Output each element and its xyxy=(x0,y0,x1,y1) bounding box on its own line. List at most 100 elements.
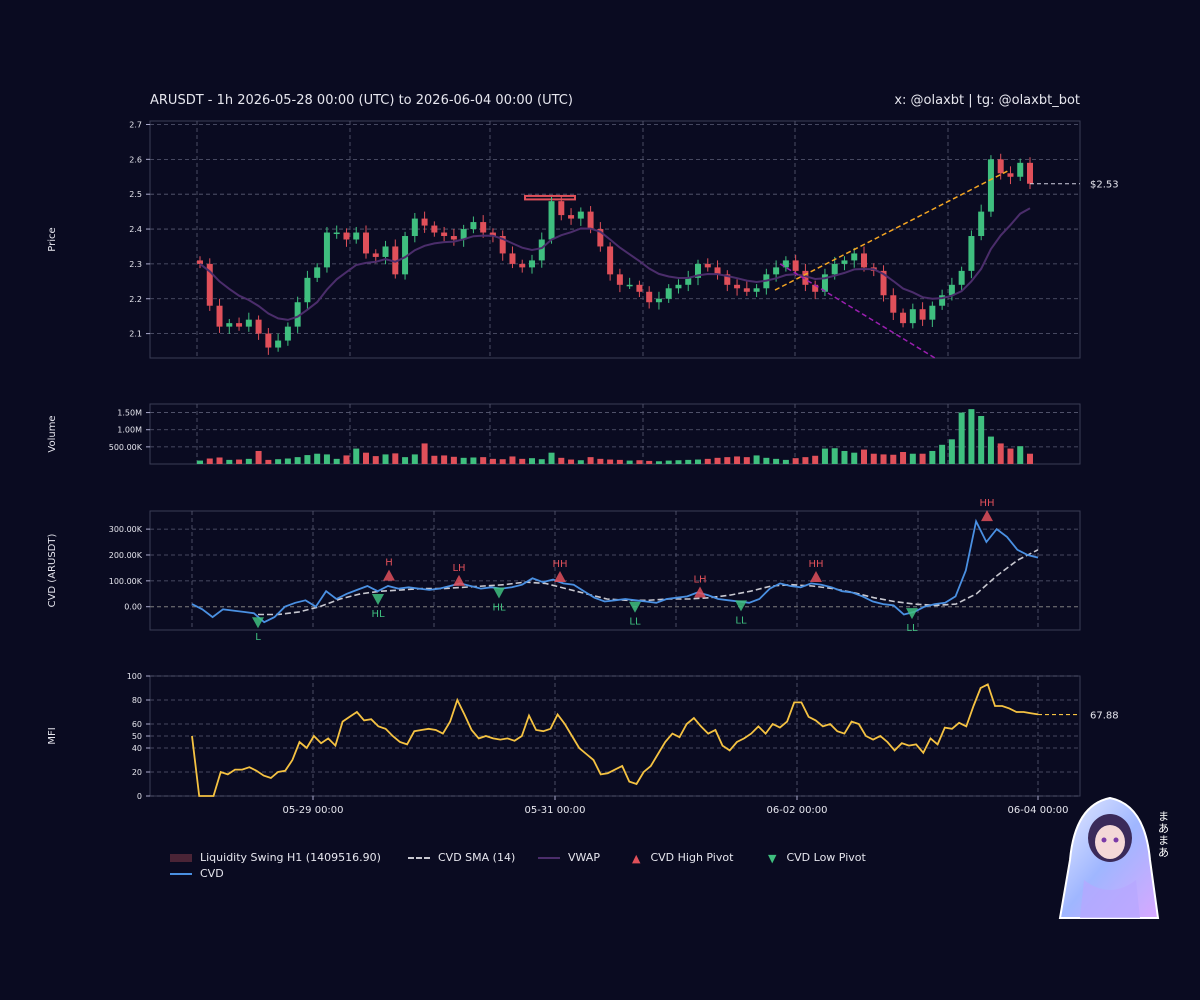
volume-bar xyxy=(792,458,799,464)
volume-bar xyxy=(587,457,594,464)
x-tick-label: 06-04 00:00 xyxy=(1007,805,1068,816)
mfi-ytick-label: 50 xyxy=(132,732,142,741)
candle-body xyxy=(460,229,467,240)
triangle-down-icon: ▼ xyxy=(768,851,777,865)
candle-body xyxy=(646,291,653,303)
legend-item-cvd-low: ▼ CVD Low Pivot xyxy=(768,851,866,865)
candle-body xyxy=(743,288,750,292)
mfi-last-label: 67.88 xyxy=(1090,711,1119,722)
volume-bar xyxy=(831,448,838,464)
candle-body xyxy=(470,222,477,230)
candle-body xyxy=(636,284,643,292)
cvd-sma-line xyxy=(258,549,1039,616)
volume-bar xyxy=(470,457,477,464)
mfi-panel: 0 20 40 50 60 80 100 MFI 67.88 xyxy=(47,672,1119,801)
liquidity-swatch xyxy=(170,854,192,862)
volume-bar xyxy=(421,443,428,464)
volume-bar xyxy=(314,453,321,464)
cvd-ytick-label: 0.00 xyxy=(124,603,142,612)
candle-body xyxy=(255,319,262,334)
candle-body xyxy=(782,260,789,268)
volume-bar xyxy=(216,457,223,464)
dashed-line-icon xyxy=(408,857,430,859)
volume-bar xyxy=(724,457,731,464)
mfi-axis-label: MFI xyxy=(47,727,58,744)
candle-body xyxy=(568,215,575,219)
pivot-label: HH xyxy=(808,559,823,570)
candle-body xyxy=(245,319,252,327)
candle-body xyxy=(529,260,535,268)
mfi-ytick-label: 0 xyxy=(137,792,142,801)
legend-label: CVD Low Pivot xyxy=(786,851,866,864)
legend-item-cvd-high: ▲ CVD High Pivot xyxy=(632,851,733,865)
candle-body xyxy=(548,201,555,240)
candle-body xyxy=(861,253,867,268)
price-ytick-label: 2.7 xyxy=(129,120,142,129)
candle-body xyxy=(616,274,623,285)
volume-bar xyxy=(968,409,975,464)
candle-body xyxy=(821,274,828,292)
volume-bar xyxy=(958,412,965,464)
volume-bar xyxy=(1017,446,1024,464)
price-ytick-label: 2.3 xyxy=(129,260,142,269)
candle-body xyxy=(890,295,897,313)
volume-bar xyxy=(206,458,213,464)
volume-bar xyxy=(1027,453,1033,464)
candle-body xyxy=(519,263,526,268)
candle-body xyxy=(753,288,760,292)
candle-body xyxy=(978,211,985,237)
price-ytick-label: 2.2 xyxy=(129,295,142,304)
candle-body xyxy=(333,232,340,235)
volume-bar xyxy=(597,458,604,464)
volume-bar xyxy=(382,454,389,464)
volume-bar xyxy=(480,457,487,464)
x-tick-label: 05-29 00:00 xyxy=(282,805,343,816)
candle-body xyxy=(382,246,389,257)
candle-body xyxy=(724,274,731,285)
candle-body xyxy=(450,236,457,240)
candle-body xyxy=(734,284,741,289)
candle-body xyxy=(314,267,321,278)
pivot-label: LL xyxy=(629,617,641,628)
volume-bar xyxy=(948,439,955,464)
volume-bar xyxy=(890,454,897,464)
volume-bar xyxy=(665,460,672,464)
candle-body xyxy=(577,211,584,219)
candle-body xyxy=(275,340,282,348)
volume-bar xyxy=(460,457,467,464)
mfi-ytick-label: 100 xyxy=(127,672,142,681)
cvd-low-pivot xyxy=(493,587,505,599)
avatar-char: あ xyxy=(1158,822,1169,835)
pivot-label: HH xyxy=(979,498,994,509)
volume-bar xyxy=(411,454,418,464)
candle-body xyxy=(236,323,243,327)
volume-bar xyxy=(919,453,926,464)
cvd-high-pivot xyxy=(981,510,993,522)
candle-body xyxy=(607,246,614,275)
volume-bar xyxy=(763,457,770,464)
volume-bar xyxy=(743,457,750,464)
volume-bar xyxy=(695,459,701,464)
cvd-ytick-label: 300.00K xyxy=(109,525,143,534)
x-tick-label: 05-31 00:00 xyxy=(524,805,585,816)
candle-body xyxy=(402,236,409,275)
volume-bar xyxy=(197,460,203,464)
candle-body xyxy=(1007,173,1014,177)
price-axis-label: Price xyxy=(47,227,58,251)
candle-body xyxy=(841,260,848,264)
last-price-label: $2.53 xyxy=(1090,180,1119,191)
candle-body xyxy=(704,263,711,268)
volume-bar xyxy=(870,453,877,464)
volume-bar xyxy=(900,452,907,464)
volume-bar xyxy=(577,460,584,464)
volume-bar xyxy=(880,454,887,464)
candle-body xyxy=(831,263,838,275)
volume-bar xyxy=(450,456,457,464)
legend-label: CVD High Pivot xyxy=(650,851,734,864)
legend-item-cvd: CVD xyxy=(170,867,224,880)
volume-bar xyxy=(402,457,409,464)
cvd-line xyxy=(191,518,1039,624)
candle-body xyxy=(353,232,360,240)
candle-body xyxy=(919,309,926,320)
